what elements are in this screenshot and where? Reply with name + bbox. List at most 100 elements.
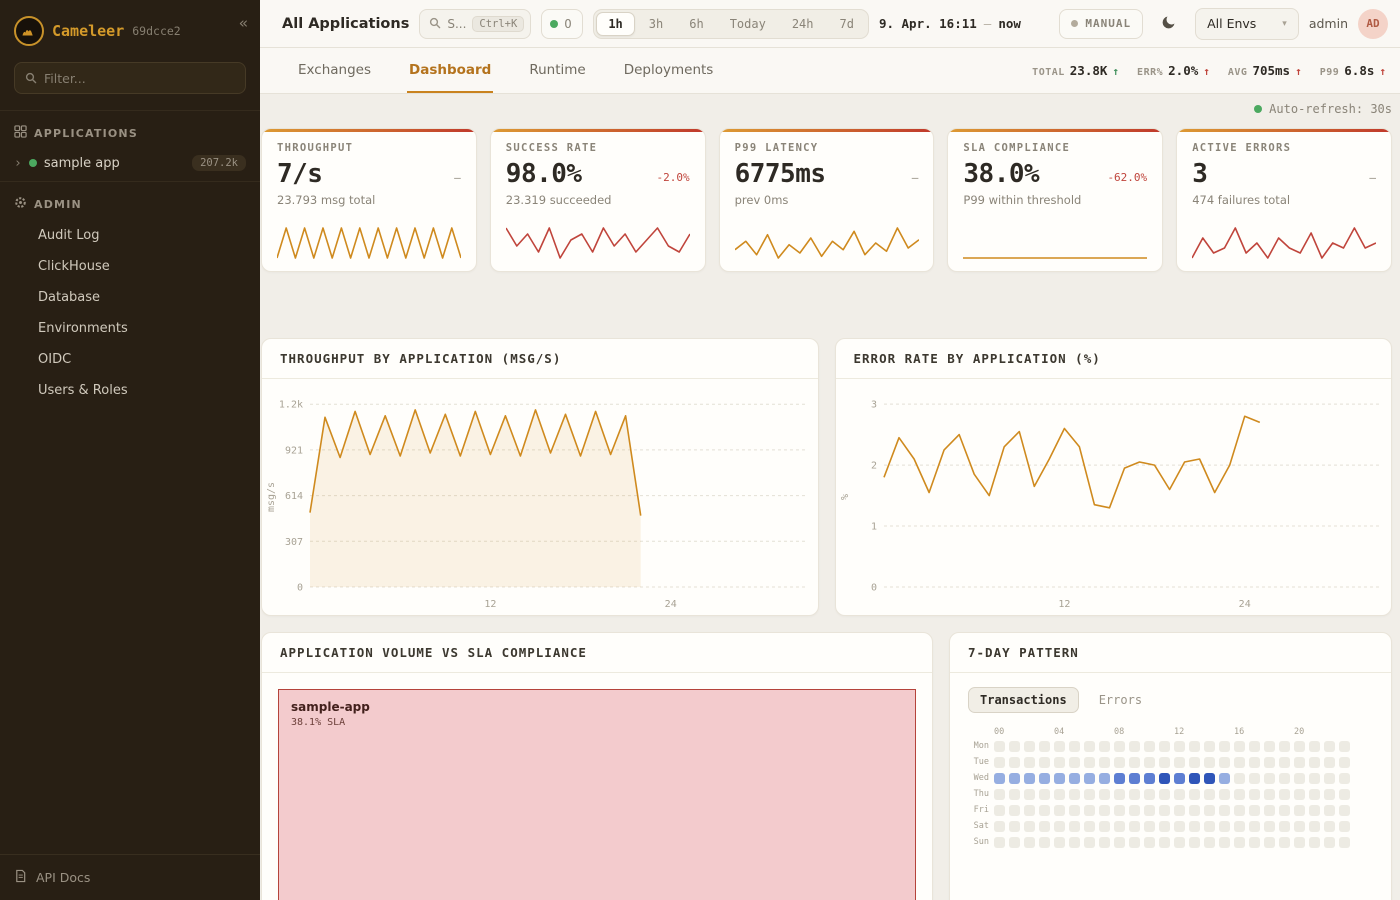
heatmap-cell[interactable] — [1054, 789, 1065, 800]
heatmap-cell[interactable] — [1009, 741, 1020, 752]
heatmap-cell[interactable] — [1219, 789, 1230, 800]
heatmap-cell[interactable] — [1144, 789, 1155, 800]
heatmap-cell[interactable] — [1069, 805, 1080, 816]
heatmap-cell[interactable] — [1084, 805, 1095, 816]
sidebar-item-users-roles[interactable]: Users & Roles — [38, 383, 128, 398]
tab-exchanges[interactable]: Exchanges — [298, 61, 371, 78]
heatmap-cell[interactable] — [1189, 821, 1200, 832]
heatmap-cell[interactable] — [1099, 789, 1110, 800]
heatmap-cell[interactable] — [1114, 821, 1125, 832]
heatmap-cell[interactable] — [1279, 789, 1290, 800]
heatmap-cell[interactable] — [1294, 837, 1305, 848]
sidebar-item-oidc[interactable]: OIDC — [38, 352, 72, 367]
heatmap-cell[interactable] — [1069, 837, 1080, 848]
heatmap-cell[interactable] — [1144, 837, 1155, 848]
heatmap-cell[interactable] — [1309, 821, 1320, 832]
heatmap-cell[interactable] — [1129, 821, 1140, 832]
heatmap-cell[interactable] — [1069, 757, 1080, 768]
heatmap-cell[interactable] — [1009, 837, 1020, 848]
heatmap-cell[interactable] — [1219, 741, 1230, 752]
heatmap-cell[interactable] — [1084, 837, 1095, 848]
heatmap-cell[interactable] — [1309, 789, 1320, 800]
heatmap-cell[interactable] — [1159, 773, 1170, 784]
range-button-24h[interactable]: 24h — [780, 12, 826, 36]
heatmap-cell[interactable] — [1114, 773, 1125, 784]
heatmap-cell[interactable] — [1339, 757, 1350, 768]
heatmap-cell[interactable] — [1174, 773, 1185, 784]
heatmap-cell[interactable] — [1219, 773, 1230, 784]
heatmap-cell[interactable] — [1189, 757, 1200, 768]
pattern-tab-transactions[interactable]: Transactions — [968, 687, 1079, 713]
heatmap-cell[interactable] — [1114, 805, 1125, 816]
heatmap-cell[interactable] — [1294, 757, 1305, 768]
heatmap-cell[interactable] — [1339, 821, 1350, 832]
heatmap-cell[interactable] — [1339, 773, 1350, 784]
heatmap-cell[interactable] — [1234, 773, 1245, 784]
heatmap-cell[interactable] — [1279, 821, 1290, 832]
heatmap-cell[interactable] — [1159, 789, 1170, 800]
heatmap-cell[interactable] — [1069, 741, 1080, 752]
heatmap-cell[interactable] — [1099, 837, 1110, 848]
heatmap-cell[interactable] — [1294, 741, 1305, 752]
heatmap-cell[interactable] — [1204, 837, 1215, 848]
heatmap-cell[interactable] — [1144, 741, 1155, 752]
search-input[interactable]: S... Ctrl+K — [419, 8, 532, 39]
heatmap-cell[interactable] — [1204, 773, 1215, 784]
heatmap-cell[interactable] — [1174, 741, 1185, 752]
heatmap-cell[interactable] — [1324, 805, 1335, 816]
heatmap-cell[interactable] — [1219, 837, 1230, 848]
heatmap-cell[interactable] — [1054, 741, 1065, 752]
heatmap-cell[interactable] — [1189, 773, 1200, 784]
heatmap-cell[interactable] — [1204, 757, 1215, 768]
heatmap-cell[interactable] — [1264, 821, 1275, 832]
range-button-6h[interactable]: 6h — [677, 12, 715, 36]
heatmap-cell[interactable] — [994, 757, 1005, 768]
heatmap-cell[interactable] — [1159, 821, 1170, 832]
sidebar-item-audit-log[interactable]: Audit Log — [38, 228, 100, 243]
heatmap-cell[interactable] — [1204, 805, 1215, 816]
heatmap-cell[interactable] — [1204, 821, 1215, 832]
heatmap-cell[interactable] — [1009, 789, 1020, 800]
heatmap-cell[interactable] — [1324, 741, 1335, 752]
heatmap-cell[interactable] — [1279, 805, 1290, 816]
heatmap-cell[interactable] — [1054, 805, 1065, 816]
heatmap-cell[interactable] — [1039, 773, 1050, 784]
manual-refresh-button[interactable]: MANUAL — [1059, 8, 1144, 39]
heatmap-cell[interactable] — [1189, 805, 1200, 816]
heatmap-cell[interactable] — [1219, 757, 1230, 768]
sidebar-item-environments[interactable]: Environments — [38, 321, 128, 336]
heatmap-cell[interactable] — [1144, 805, 1155, 816]
heatmap-cell[interactable] — [1264, 773, 1275, 784]
heatmap-cell[interactable] — [1294, 805, 1305, 816]
sidebar-collapse-button[interactable]: « — [238, 14, 248, 32]
heatmap-cell[interactable] — [1189, 789, 1200, 800]
heatmap-cell[interactable] — [1114, 741, 1125, 752]
heatmap-cell[interactable] — [1084, 789, 1095, 800]
avatar[interactable]: AD — [1358, 8, 1388, 39]
heatmap-cell[interactable] — [1009, 773, 1020, 784]
treemap-cell-sample-app[interactable]: sample-app 38.1% SLA — [278, 689, 916, 900]
tab-dashboard[interactable]: Dashboard — [407, 48, 494, 93]
heatmap-cell[interactable] — [1084, 773, 1095, 784]
heatmap-cell[interactable] — [1024, 757, 1035, 768]
range-button-1h[interactable]: 1h — [596, 11, 635, 36]
heatmap-cell[interactable] — [1249, 757, 1260, 768]
tab-runtime[interactable]: Runtime — [529, 61, 586, 78]
heatmap-cell[interactable] — [1234, 789, 1245, 800]
heatmap-cell[interactable] — [994, 773, 1005, 784]
heatmap-cell[interactable] — [1294, 821, 1305, 832]
heatmap-cell[interactable] — [994, 741, 1005, 752]
api-docs-link[interactable]: API Docs — [0, 854, 260, 900]
heatmap-cell[interactable] — [1339, 805, 1350, 816]
heatmap-cell[interactable] — [1129, 773, 1140, 784]
heatmap-cell[interactable] — [1279, 741, 1290, 752]
heatmap-cell[interactable] — [1039, 757, 1050, 768]
heatmap-cell[interactable] — [1039, 741, 1050, 752]
heatmap-cell[interactable] — [1009, 821, 1020, 832]
heatmap-cell[interactable] — [994, 837, 1005, 848]
chevron-right-icon[interactable]: › — [14, 155, 22, 171]
heatmap-cell[interactable] — [1099, 821, 1110, 832]
range-button-7d[interactable]: 7d — [828, 12, 866, 36]
heatmap-cell[interactable] — [1099, 741, 1110, 752]
heatmap-cell[interactable] — [1069, 773, 1080, 784]
